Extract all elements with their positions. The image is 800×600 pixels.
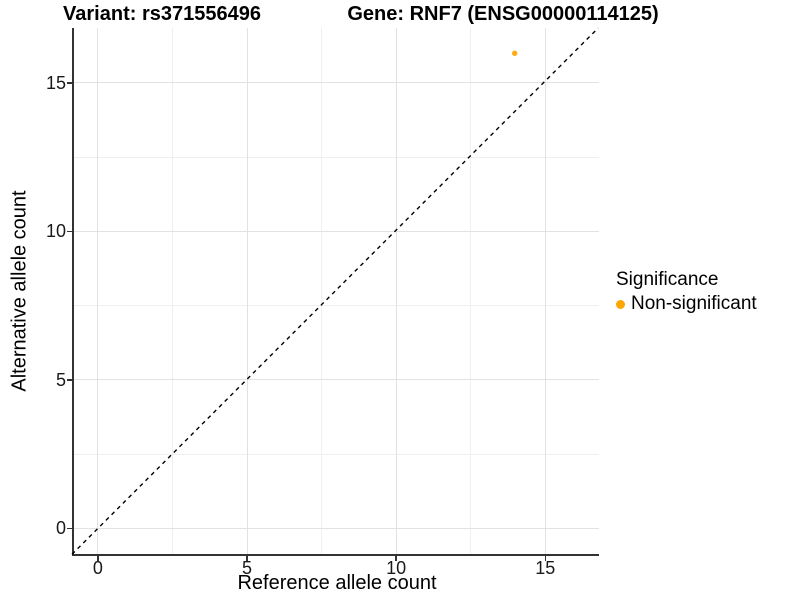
y-gridline-major [73, 379, 599, 381]
legend-item-label: Non-significant [631, 293, 757, 314]
y-axis-title: Alternative allele count [8, 190, 31, 392]
x-gridline-major [395, 28, 397, 555]
identity-reference-line [71, 27, 599, 555]
y-axis-line [72, 28, 74, 556]
x-tick-label: 0 [92, 558, 103, 578]
x-tick-mark [544, 556, 547, 561]
x-tick-mark [246, 556, 248, 561]
variant-title: Variant: rs371556496 [63, 3, 261, 25]
x-tick-label: 5 [241, 558, 253, 578]
x-gridline-major [97, 28, 99, 555]
y-tick-label: 15 [45, 72, 66, 93]
y-gridline-major [73, 82, 599, 84]
y-tick-mark [67, 82, 72, 84]
y-tick-label: 0 [55, 518, 66, 539]
x-gridline-minor [321, 28, 323, 555]
plot-area [71, 27, 599, 555]
legend-point-icon [616, 299, 625, 309]
y-tick-label: 10 [45, 221, 66, 242]
y-gridline-minor [73, 453, 599, 455]
x-tick-label: 15 [535, 558, 556, 578]
y-tick-mark [67, 230, 72, 233]
legend: Significance Non-significant [616, 269, 757, 315]
x-tick-mark [395, 556, 397, 561]
y-gridline-major [73, 230, 599, 232]
x-axis-line [72, 554, 599, 556]
y-gridline-minor [73, 305, 599, 307]
gene-title: Gene: RNF7 (ENSG00000114125) [347, 3, 659, 25]
x-gridline-minor [470, 28, 472, 555]
x-axis-title: Reference allele count [237, 572, 437, 594]
x-gridline-minor [171, 28, 173, 555]
y-tick-mark [67, 527, 72, 530]
y-tick-label: 5 [55, 369, 66, 390]
x-gridline-major [246, 28, 248, 555]
y-gridline-minor [73, 156, 599, 158]
legend-item-non-significant: Non-significant [616, 293, 757, 315]
x-gridline-major [544, 28, 546, 555]
y-gridline-major [73, 527, 599, 529]
data-point [511, 50, 518, 56]
x-tick-label: 10 [386, 558, 407, 578]
y-tick-mark [67, 379, 72, 381]
x-tick-mark [97, 556, 99, 561]
legend-title: Significance [616, 269, 719, 290]
